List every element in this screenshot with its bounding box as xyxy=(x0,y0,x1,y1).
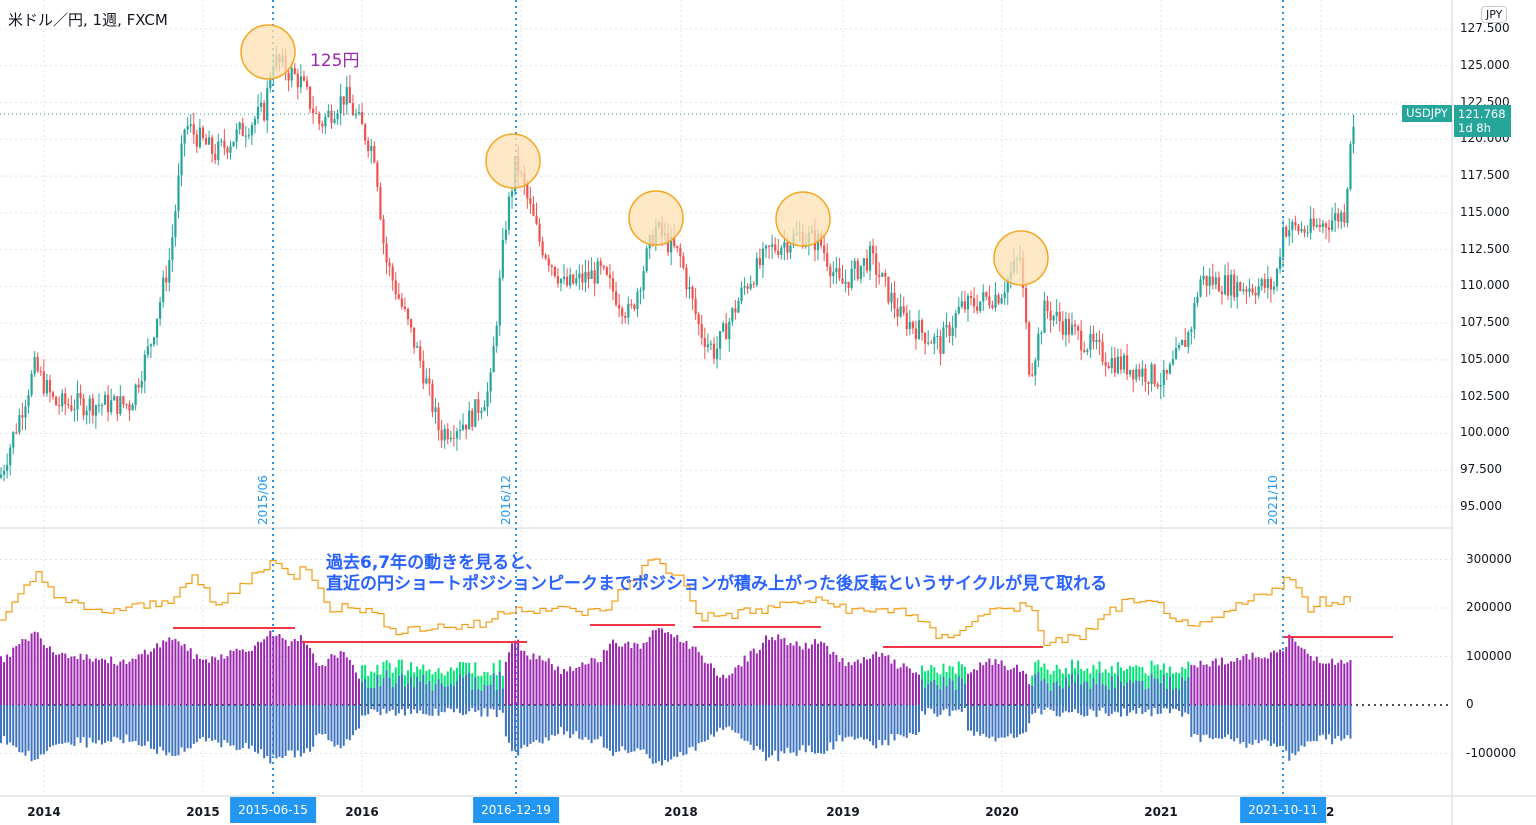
oscillator-tick-label: 0 xyxy=(1466,697,1474,711)
peak-circle xyxy=(240,24,296,80)
note-line-2: 直近の円ショートポジションピークまでポジションが積み上がった後反転というサイクル… xyxy=(326,574,1108,594)
vertical-marker-label: 2021/10 xyxy=(1266,475,1280,525)
current-price-label: 121.768 1d 8h xyxy=(1454,105,1511,137)
chart-title: 米ドル／円, 1週, FXCM xyxy=(8,11,168,29)
peak-circle xyxy=(775,191,831,247)
time-marker-highlight: 2016-12-19 xyxy=(473,797,559,823)
time-tick-label: 2014 xyxy=(27,805,61,819)
price-tick-label: 112.500 xyxy=(1460,241,1510,256)
currency-badge[interactable]: JPY xyxy=(1481,6,1508,23)
oscillator-tick-label: -100000 xyxy=(1466,745,1517,760)
peak-circle xyxy=(993,230,1049,286)
time-marker-highlight: 2015-06-15 xyxy=(230,797,316,823)
time-tick-label: 2018 xyxy=(664,805,698,819)
vertical-marker-label: 2015/06 xyxy=(256,475,270,525)
price-tick-label: 110.000 xyxy=(1460,278,1510,293)
price-tick-label: 117.500 xyxy=(1460,168,1510,183)
price-tick-label: 115.000 xyxy=(1460,204,1510,219)
analysis-note: 過去6,7年の動きを見ると、 直近の円ショートポジションピークまでポジションが積… xyxy=(326,553,1107,595)
price-tick-label: 105.000 xyxy=(1460,351,1510,366)
price-tick-label: 97.500 xyxy=(1460,462,1502,477)
current-price-value: 121.768 xyxy=(1458,107,1506,121)
peak-circle xyxy=(485,133,541,189)
time-tick-label: 2015 xyxy=(186,805,220,819)
vertical-marker-label: 2016/12 xyxy=(499,475,513,525)
oscillator-tick-label: 300000 xyxy=(1466,551,1512,566)
note-line-1: 過去6,7年の動きを見ると、 xyxy=(326,553,543,573)
time-tick-label: 2020 xyxy=(985,805,1019,819)
price-tick-label: 102.500 xyxy=(1460,388,1510,403)
cot-position-bars xyxy=(0,628,1352,766)
price-tick-label: 127.500 xyxy=(1460,21,1510,35)
symbol-label: USDJPY xyxy=(1402,105,1452,122)
time-tick-label: 2016 xyxy=(345,805,379,819)
peak-price-annotation: 125円 xyxy=(310,51,360,71)
price-tick-label: 100.000 xyxy=(1460,425,1510,440)
bar-countdown: 1d 8h xyxy=(1458,121,1491,135)
price-tick-label: 107.500 xyxy=(1460,315,1510,330)
peak-circle xyxy=(628,190,684,246)
open-interest-line xyxy=(0,558,1351,647)
time-tick-label: 2021 xyxy=(1144,805,1178,819)
oscillator-tick-label: 100000 xyxy=(1466,648,1512,663)
price-tick-label: 95.000 xyxy=(1460,499,1502,513)
price-tick-label: 125.000 xyxy=(1460,57,1510,72)
time-marker-highlight: 2021-10-11 xyxy=(1240,797,1326,823)
oscillator-tick-label: 200000 xyxy=(1466,600,1512,614)
time-tick-label: 2019 xyxy=(826,805,860,819)
